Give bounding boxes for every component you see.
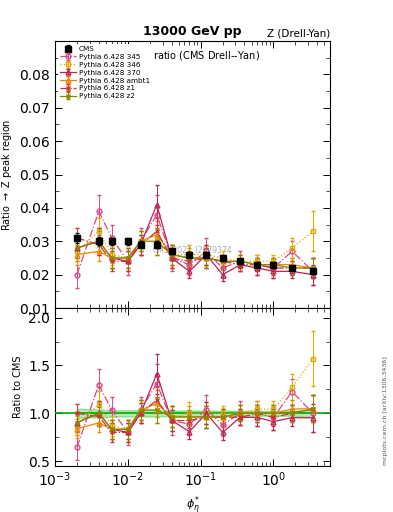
Text: $\phi_{\eta}^{*}$(ll) ratio (CMS Drell--Yan): $\phi_{\eta}^{*}$(ll) ratio (CMS Drell--…: [125, 49, 260, 67]
Y-axis label: Ratio $\rightarrow$ Z peak region: Ratio $\rightarrow$ Z peak region: [0, 118, 14, 231]
Text: CMS_2022_I2079374: CMS_2022_I2079374: [153, 245, 232, 254]
Text: mcplots.cern.ch [arXiv:1306.3436]: mcplots.cern.ch [arXiv:1306.3436]: [383, 356, 387, 465]
Text: Z (Drell-Yan): Z (Drell-Yan): [267, 28, 330, 38]
Legend: CMS, Pythia 6.428 345, Pythia 6.428 346, Pythia 6.428 370, Pythia 6.428 ambt1, P: CMS, Pythia 6.428 345, Pythia 6.428 346,…: [58, 44, 152, 101]
X-axis label: $\phi_{\eta}^{*}$: $\phi_{\eta}^{*}$: [185, 495, 200, 512]
Text: 13000 GeV pp: 13000 GeV pp: [143, 26, 242, 38]
Y-axis label: Ratio to CMS: Ratio to CMS: [13, 356, 23, 418]
